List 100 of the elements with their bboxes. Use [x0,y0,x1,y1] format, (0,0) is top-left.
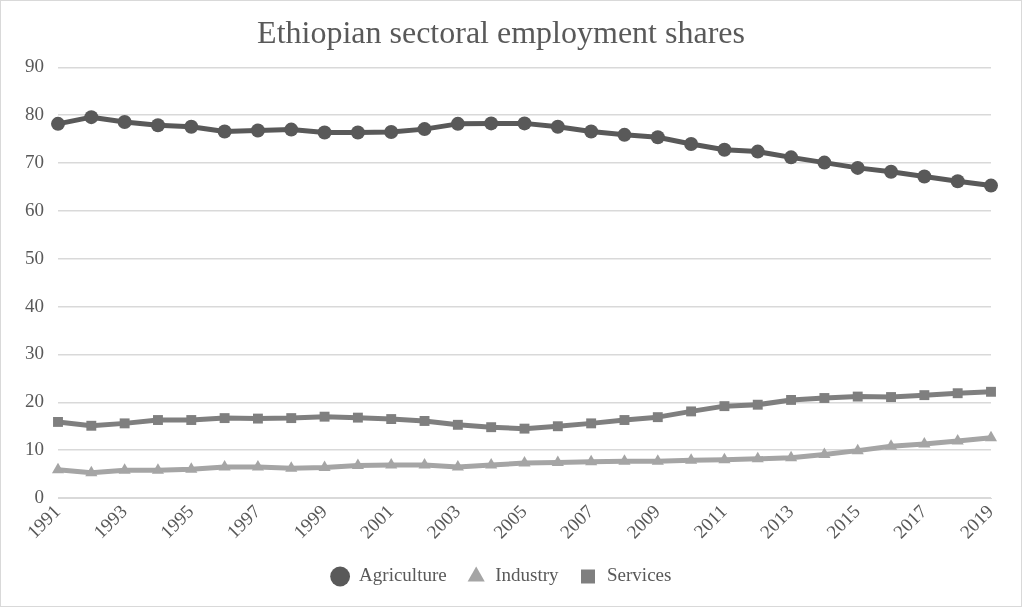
point [486,422,497,433]
point [750,144,765,159]
point [886,392,896,402]
y-tick-label: 40 [25,294,44,316]
y-tick-label: 30 [25,342,44,364]
point [850,160,865,175]
point [51,462,65,474]
point [884,439,898,450]
point [584,124,599,139]
y-tick-label: 10 [25,438,44,460]
point [818,447,831,458]
point [385,458,398,469]
y-tick-label: 20 [25,390,44,412]
point [451,459,464,471]
point [586,418,597,429]
point [752,399,763,410]
y-tick-label: 90 [25,55,44,77]
point [184,119,199,134]
point [119,418,130,429]
point [252,413,263,424]
point [286,413,297,424]
point [917,169,932,184]
point [186,415,197,425]
point [118,463,131,474]
point [151,463,165,474]
point [651,454,664,465]
point [786,394,797,405]
point [319,411,330,422]
x-tick-label: 1999 [289,500,331,543]
legend-label: Industry [495,564,560,586]
point [150,118,165,133]
point [317,125,332,140]
point [352,412,363,423]
y-tick-label: 80 [25,103,44,125]
y-tick-label: 0 [34,485,44,507]
point [851,443,864,455]
point [650,130,665,145]
point [952,388,963,399]
point [217,124,232,139]
point [351,458,364,469]
point [84,110,99,125]
y-tick-label: 60 [25,198,44,220]
point [517,116,532,131]
point [284,122,299,137]
point [350,125,365,140]
point [550,119,565,134]
point [153,415,163,425]
point [717,142,732,157]
point [585,454,598,466]
point [185,462,198,473]
point [819,393,830,403]
point [785,450,798,462]
point [619,415,630,425]
point [817,155,832,170]
point [618,454,631,465]
y-tick-label: 70 [25,151,44,173]
point [718,452,731,464]
point [386,414,397,425]
point [51,116,65,131]
point [452,419,463,430]
point [852,391,863,402]
point [485,458,498,469]
point [884,164,899,179]
point [552,421,563,432]
point [318,460,331,471]
point [86,420,97,431]
point [219,413,230,424]
point [652,412,663,423]
point [686,406,697,417]
point [53,416,63,427]
point [719,401,730,412]
point [418,458,431,469]
point [751,451,764,463]
chart-title: Ethiopian sectoral employment shares [257,13,745,50]
legend-label: Agriculture [359,564,447,586]
point [784,150,799,165]
point [984,430,998,442]
point [685,453,698,464]
point [951,434,964,445]
point [919,390,930,401]
point [384,124,399,139]
point [918,436,931,448]
point [419,416,430,426]
point [117,114,132,129]
point [218,459,231,471]
point [617,127,632,142]
point [85,465,98,477]
point [684,136,699,151]
point [518,456,531,467]
point [484,116,499,131]
point [251,459,264,471]
y-tick-label: 50 [25,246,44,268]
point [551,455,564,467]
point [450,116,465,131]
point [285,461,298,472]
point [950,174,965,189]
point [986,386,996,397]
point [250,123,265,138]
point [417,122,432,137]
point [519,423,530,434]
